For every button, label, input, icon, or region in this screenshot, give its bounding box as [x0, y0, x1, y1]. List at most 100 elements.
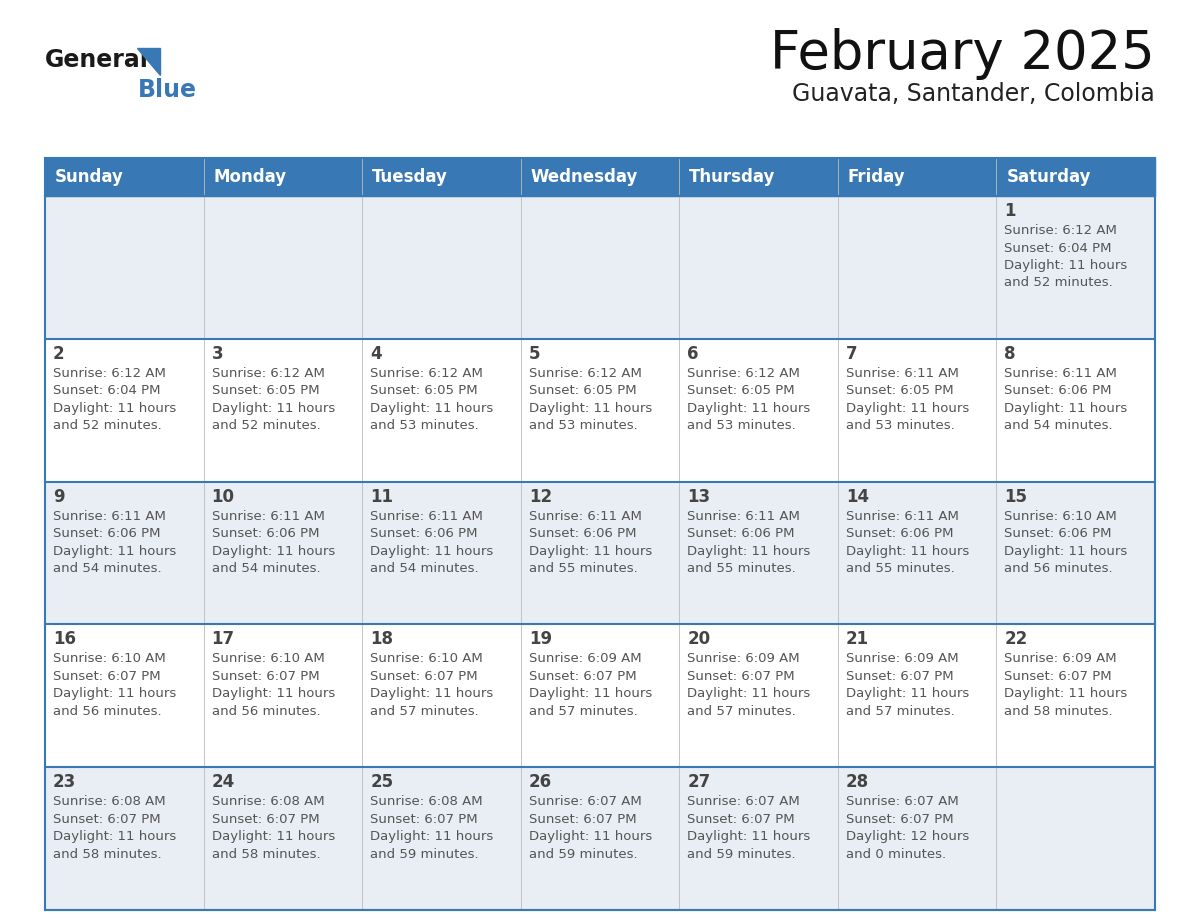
Text: 13: 13: [688, 487, 710, 506]
Text: Sunday: Sunday: [55, 168, 124, 186]
Text: Sunset: 6:07 PM: Sunset: 6:07 PM: [1004, 670, 1112, 683]
Text: Daylight: 11 hours
and 56 minutes.: Daylight: 11 hours and 56 minutes.: [53, 688, 176, 718]
Text: Sunrise: 6:12 AM: Sunrise: 6:12 AM: [371, 367, 484, 380]
Text: Daylight: 11 hours
and 54 minutes.: Daylight: 11 hours and 54 minutes.: [211, 544, 335, 575]
Text: 25: 25: [371, 773, 393, 791]
Text: 27: 27: [688, 773, 710, 791]
Bar: [997, 158, 1155, 196]
Text: Sunrise: 6:09 AM: Sunrise: 6:09 AM: [529, 653, 642, 666]
Text: Sunrise: 6:11 AM: Sunrise: 6:11 AM: [53, 509, 166, 522]
Text: Sunset: 6:07 PM: Sunset: 6:07 PM: [529, 812, 637, 825]
Bar: [362, 196, 520, 339]
Text: Sunset: 6:06 PM: Sunset: 6:06 PM: [211, 527, 320, 540]
Text: Sunrise: 6:12 AM: Sunrise: 6:12 AM: [1004, 224, 1117, 237]
Text: Sunrise: 6:12 AM: Sunrise: 6:12 AM: [529, 367, 642, 380]
Text: Daylight: 11 hours
and 53 minutes.: Daylight: 11 hours and 53 minutes.: [688, 402, 810, 432]
Bar: [997, 196, 1155, 339]
Text: Sunrise: 6:11 AM: Sunrise: 6:11 AM: [211, 509, 324, 522]
Text: Sunrise: 6:11 AM: Sunrise: 6:11 AM: [688, 509, 801, 522]
Text: Sunrise: 6:09 AM: Sunrise: 6:09 AM: [688, 653, 800, 666]
Bar: [680, 482, 838, 624]
Text: Daylight: 11 hours
and 56 minutes.: Daylight: 11 hours and 56 minutes.: [1004, 544, 1127, 575]
Bar: [680, 158, 838, 196]
Text: 11: 11: [371, 487, 393, 506]
Text: Sunrise: 6:09 AM: Sunrise: 6:09 AM: [1004, 653, 1117, 666]
Text: 12: 12: [529, 487, 552, 506]
Text: Daylight: 11 hours
and 58 minutes.: Daylight: 11 hours and 58 minutes.: [211, 830, 335, 861]
Polygon shape: [137, 48, 160, 75]
Bar: [680, 624, 838, 767]
Bar: [203, 767, 362, 910]
Text: 15: 15: [1004, 487, 1028, 506]
Bar: [520, 624, 680, 767]
Text: Sunrise: 6:10 AM: Sunrise: 6:10 AM: [211, 653, 324, 666]
Text: Sunset: 6:06 PM: Sunset: 6:06 PM: [1004, 385, 1112, 397]
Text: Daylight: 11 hours
and 57 minutes.: Daylight: 11 hours and 57 minutes.: [371, 688, 493, 718]
Text: Daylight: 11 hours
and 58 minutes.: Daylight: 11 hours and 58 minutes.: [1004, 688, 1127, 718]
Text: General: General: [45, 48, 148, 72]
Text: Sunset: 6:06 PM: Sunset: 6:06 PM: [1004, 527, 1112, 540]
Bar: [520, 482, 680, 624]
Text: Sunset: 6:06 PM: Sunset: 6:06 PM: [688, 527, 795, 540]
Text: Daylight: 11 hours
and 53 minutes.: Daylight: 11 hours and 53 minutes.: [371, 402, 493, 432]
Bar: [362, 767, 520, 910]
Text: 14: 14: [846, 487, 868, 506]
Text: Sunset: 6:05 PM: Sunset: 6:05 PM: [371, 385, 478, 397]
Text: 6: 6: [688, 345, 699, 363]
Bar: [520, 339, 680, 482]
Bar: [838, 158, 997, 196]
Text: 2: 2: [53, 345, 64, 363]
Bar: [838, 624, 997, 767]
Text: Daylight: 11 hours
and 55 minutes.: Daylight: 11 hours and 55 minutes.: [846, 544, 969, 575]
Bar: [362, 624, 520, 767]
Bar: [362, 482, 520, 624]
Text: 4: 4: [371, 345, 381, 363]
Text: Sunrise: 6:09 AM: Sunrise: 6:09 AM: [846, 653, 959, 666]
Text: Sunset: 6:05 PM: Sunset: 6:05 PM: [688, 385, 795, 397]
Text: Sunrise: 6:11 AM: Sunrise: 6:11 AM: [846, 367, 959, 380]
Bar: [362, 339, 520, 482]
Text: Sunset: 6:07 PM: Sunset: 6:07 PM: [846, 670, 954, 683]
Text: Sunset: 6:04 PM: Sunset: 6:04 PM: [53, 385, 160, 397]
Bar: [203, 482, 362, 624]
Text: Sunrise: 6:08 AM: Sunrise: 6:08 AM: [211, 795, 324, 808]
Text: Daylight: 11 hours
and 52 minutes.: Daylight: 11 hours and 52 minutes.: [211, 402, 335, 432]
Text: Wednesday: Wednesday: [531, 168, 638, 186]
Bar: [838, 767, 997, 910]
Bar: [362, 158, 520, 196]
Text: Sunrise: 6:07 AM: Sunrise: 6:07 AM: [688, 795, 800, 808]
Text: 19: 19: [529, 631, 552, 648]
Text: Sunrise: 6:07 AM: Sunrise: 6:07 AM: [529, 795, 642, 808]
Bar: [997, 767, 1155, 910]
Bar: [45, 624, 203, 767]
Text: Sunrise: 6:11 AM: Sunrise: 6:11 AM: [371, 509, 484, 522]
Text: Sunset: 6:07 PM: Sunset: 6:07 PM: [53, 812, 160, 825]
Text: Sunset: 6:07 PM: Sunset: 6:07 PM: [371, 670, 478, 683]
Bar: [203, 196, 362, 339]
Text: Sunset: 6:06 PM: Sunset: 6:06 PM: [53, 527, 160, 540]
Text: 16: 16: [53, 631, 76, 648]
Text: Sunset: 6:05 PM: Sunset: 6:05 PM: [529, 385, 637, 397]
Text: Daylight: 11 hours
and 59 minutes.: Daylight: 11 hours and 59 minutes.: [529, 830, 652, 861]
Bar: [45, 482, 203, 624]
Bar: [45, 158, 1155, 910]
Bar: [997, 624, 1155, 767]
Bar: [45, 196, 203, 339]
Bar: [680, 196, 838, 339]
Text: Sunrise: 6:10 AM: Sunrise: 6:10 AM: [53, 653, 166, 666]
Text: 18: 18: [371, 631, 393, 648]
Text: Sunset: 6:05 PM: Sunset: 6:05 PM: [211, 385, 320, 397]
Bar: [838, 339, 997, 482]
Text: Daylight: 11 hours
and 57 minutes.: Daylight: 11 hours and 57 minutes.: [688, 688, 810, 718]
Text: Monday: Monday: [214, 168, 286, 186]
Bar: [45, 158, 203, 196]
Bar: [203, 158, 362, 196]
Text: 7: 7: [846, 345, 858, 363]
Text: Sunrise: 6:10 AM: Sunrise: 6:10 AM: [1004, 509, 1117, 522]
Text: Daylight: 11 hours
and 55 minutes.: Daylight: 11 hours and 55 minutes.: [529, 544, 652, 575]
Text: Sunrise: 6:11 AM: Sunrise: 6:11 AM: [529, 509, 642, 522]
Text: Daylight: 11 hours
and 58 minutes.: Daylight: 11 hours and 58 minutes.: [53, 830, 176, 861]
Text: 10: 10: [211, 487, 234, 506]
Text: Daylight: 11 hours
and 53 minutes.: Daylight: 11 hours and 53 minutes.: [529, 402, 652, 432]
Text: Sunset: 6:06 PM: Sunset: 6:06 PM: [846, 527, 953, 540]
